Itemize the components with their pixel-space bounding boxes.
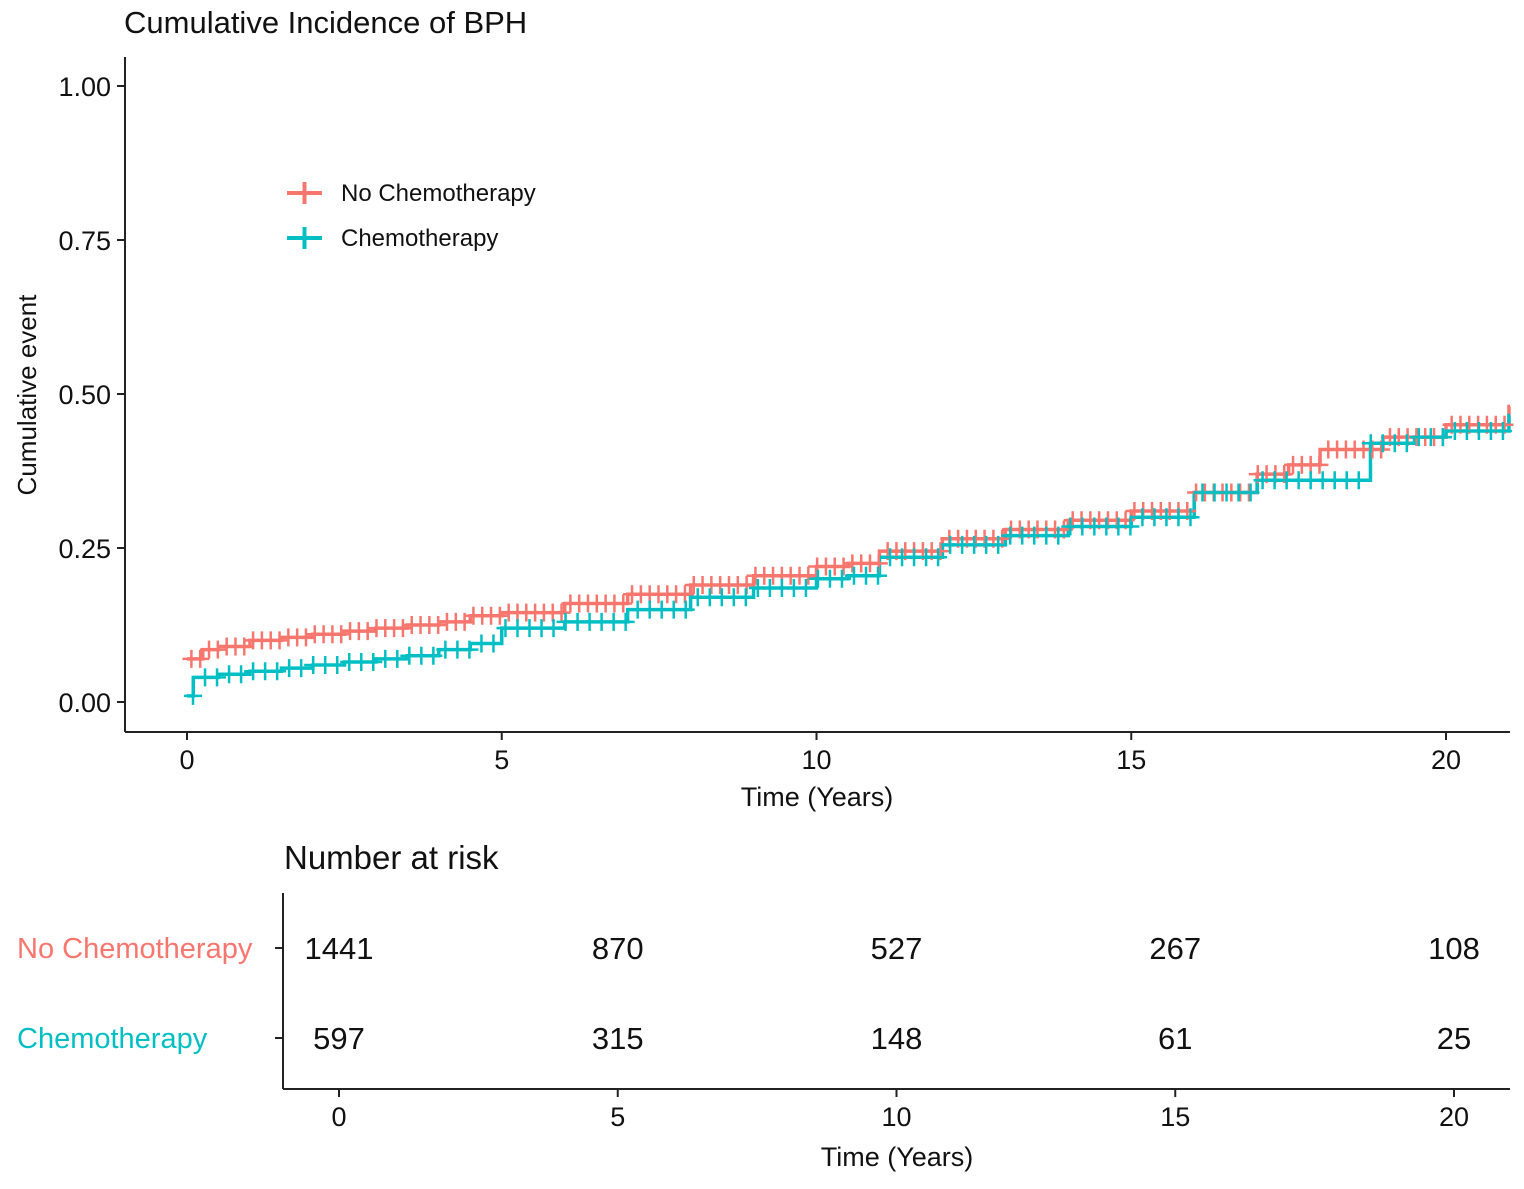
risk-cell: 527 — [871, 931, 923, 966]
censor-mark — [1310, 455, 1329, 474]
censor-mark — [388, 649, 407, 668]
risk-cell: 315 — [592, 1021, 644, 1056]
censor-mark — [614, 594, 633, 613]
risk-cell: 108 — [1428, 931, 1480, 966]
risk-x-tick-label: 20 — [1439, 1102, 1469, 1132]
censor-mark — [191, 649, 210, 668]
censor-mark — [989, 535, 1008, 554]
y-tick-label: 0.50 — [58, 380, 111, 410]
censor-mark — [869, 566, 888, 585]
censor-mark — [832, 569, 851, 588]
censor-mark — [292, 659, 311, 678]
censor-mark — [676, 600, 695, 619]
censor-mark — [796, 579, 815, 598]
legend-label: No Chemotherapy — [341, 180, 536, 207]
censor-mark — [552, 603, 571, 622]
legend-label: Chemotherapy — [341, 225, 498, 252]
x-tick-label: 10 — [801, 745, 831, 775]
x-tick-label: 5 — [494, 745, 509, 775]
y-tick-label: 0.25 — [58, 534, 111, 564]
x-axis-label: Time (Years) — [741, 782, 894, 812]
censor-mark — [393, 619, 412, 638]
y-ticks: 0.00 0.25 0.50 0.75 1.00 — [58, 72, 125, 718]
censor-mark — [484, 634, 503, 653]
y-axis-label: Cumulative event — [12, 294, 42, 496]
y-tick-label: 0.75 — [58, 226, 111, 256]
risk-x-tick-label: 10 — [881, 1102, 911, 1132]
legend-item-chemotherapy: Chemotherapy — [287, 225, 498, 252]
censor-mark — [834, 557, 853, 576]
risk-x-tick-label: 0 — [331, 1102, 346, 1132]
censor-mark — [799, 566, 818, 585]
censor-mark — [270, 631, 289, 650]
legend: No Chemotherapy Chemotherapy — [287, 180, 536, 252]
censor-mark — [208, 640, 227, 659]
censor-mark — [1241, 483, 1260, 502]
risk-cell: 148 — [871, 1021, 923, 1056]
censor-mark — [736, 588, 755, 607]
x-tick-label: 0 — [179, 745, 194, 775]
censor-mark — [358, 622, 377, 641]
risk-table-title: Number at risk — [284, 839, 499, 876]
x-tick-label: 15 — [1116, 745, 1146, 775]
censor-mark — [424, 646, 443, 665]
censor-mark — [1049, 526, 1068, 545]
censor-mark — [616, 612, 635, 631]
censor-mark — [929, 548, 948, 567]
censor-mark — [268, 662, 287, 681]
risk-table-x-ticks: 0 5 10 15 20 — [331, 1089, 1469, 1132]
censor-mark — [328, 656, 347, 675]
risk-row-label: Chemotherapy — [17, 1023, 208, 1055]
censor-mark — [429, 616, 448, 634]
risk-cell: 267 — [1149, 931, 1201, 966]
y-tick-label: 1.00 — [58, 72, 111, 102]
censor-mark — [1349, 471, 1368, 490]
risk-cell: 25 — [1437, 1021, 1471, 1056]
censor-mark — [1493, 421, 1512, 440]
x-tick-label: 20 — [1431, 745, 1461, 775]
censor-mark — [1433, 428, 1452, 447]
censor-mark — [1121, 517, 1140, 536]
censor-mark — [460, 640, 479, 659]
censor-mark — [675, 585, 694, 604]
censor-mark — [1181, 508, 1200, 527]
risk-x-tick-label: 5 — [610, 1102, 625, 1132]
risk-table-cells: 1441 870 527 267 108 597 315 148 61 25 — [305, 931, 1480, 1056]
legend-item-no-chemotherapy: No Chemotherapy — [287, 180, 536, 207]
censor-marks — [182, 415, 1514, 705]
censor-mark — [208, 668, 227, 687]
risk-table-axes — [275, 893, 1510, 1090]
censor-mark — [332, 625, 351, 644]
y-tick-label: 0.00 — [58, 688, 111, 718]
censor-mark — [544, 619, 563, 638]
cumulative-incidence-plot: Cumulative Incidence of BPH Cumulative e… — [12, 5, 1514, 812]
censor-mark — [364, 652, 383, 671]
censor-mark — [490, 606, 509, 625]
risk-cell: 597 — [313, 1021, 365, 1056]
risk-cell: 1441 — [305, 931, 374, 966]
risk-table-row-labels: No Chemotherapy Chemotherapy — [17, 933, 253, 1055]
x-ticks: 0 5 10 15 20 — [179, 732, 1461, 775]
risk-table-x-axis-label: Time (Years) — [821, 1142, 974, 1172]
risk-cell: 61 — [1158, 1021, 1192, 1056]
censor-mark — [184, 686, 203, 705]
risk-row-label: No Chemotherapy — [17, 933, 253, 965]
censor-mark — [232, 665, 251, 684]
chart-title: Cumulative Incidence of BPH — [124, 5, 527, 40]
risk-x-tick-label: 15 — [1160, 1102, 1190, 1132]
censor-mark — [1397, 434, 1416, 453]
censor-mark — [296, 628, 315, 647]
number-at-risk-table: Number at risk Time (Years) 1441 870 527 26… — [17, 839, 1510, 1172]
risk-cell: 870 — [592, 931, 644, 966]
